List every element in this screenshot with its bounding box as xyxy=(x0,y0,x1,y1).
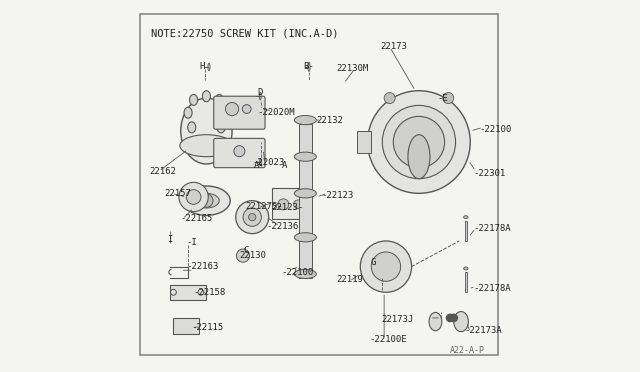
Text: 22130: 22130 xyxy=(239,251,266,260)
Bar xyxy=(356,131,371,153)
Bar xyxy=(465,221,467,241)
Ellipse shape xyxy=(202,91,211,102)
Ellipse shape xyxy=(294,189,316,198)
FancyBboxPatch shape xyxy=(214,96,265,129)
Text: 22173: 22173 xyxy=(380,42,407,51)
Text: B-: B- xyxy=(303,62,314,71)
Text: 22130M: 22130M xyxy=(337,64,369,73)
Text: -22123: -22123 xyxy=(322,191,354,200)
Ellipse shape xyxy=(294,233,316,242)
Ellipse shape xyxy=(221,107,228,118)
Bar xyxy=(273,188,309,219)
Circle shape xyxy=(234,146,245,157)
Text: 22127S-: 22127S- xyxy=(245,202,282,211)
Text: -I: -I xyxy=(186,238,197,247)
Bar xyxy=(173,318,199,334)
Text: -22136: -22136 xyxy=(267,222,299,231)
Circle shape xyxy=(443,93,454,103)
Text: -E: -E xyxy=(437,93,448,103)
Text: D: D xyxy=(258,88,263,97)
Ellipse shape xyxy=(180,98,232,164)
Ellipse shape xyxy=(454,311,468,332)
Ellipse shape xyxy=(294,115,316,125)
Ellipse shape xyxy=(217,122,225,133)
Text: 22132: 22132 xyxy=(316,116,343,125)
Ellipse shape xyxy=(259,159,261,166)
Circle shape xyxy=(236,201,269,234)
Text: -22178A: -22178A xyxy=(474,284,511,293)
Text: -22100E: -22100E xyxy=(369,336,407,344)
Circle shape xyxy=(248,214,256,221)
Ellipse shape xyxy=(463,216,468,219)
Text: 22173J: 22173J xyxy=(381,315,413,324)
Text: H: H xyxy=(199,62,204,71)
Text: NOTE:22750 SCREW KIT (INC.A-D): NOTE:22750 SCREW KIT (INC.A-D) xyxy=(152,28,339,38)
Ellipse shape xyxy=(294,269,316,279)
Text: 22162: 22162 xyxy=(150,167,177,176)
Circle shape xyxy=(225,102,239,116)
Ellipse shape xyxy=(189,94,198,105)
FancyBboxPatch shape xyxy=(140,14,498,355)
Circle shape xyxy=(371,252,401,281)
Ellipse shape xyxy=(184,107,192,118)
Circle shape xyxy=(236,249,250,262)
Text: -22165: -22165 xyxy=(180,215,213,224)
Text: -22100: -22100 xyxy=(282,267,314,277)
Circle shape xyxy=(382,105,456,179)
Ellipse shape xyxy=(208,63,210,71)
Ellipse shape xyxy=(188,122,196,133)
Text: -22178A: -22178A xyxy=(474,224,511,232)
Bar xyxy=(465,272,467,292)
Ellipse shape xyxy=(259,93,261,100)
Circle shape xyxy=(450,314,458,321)
Text: 22123-: 22123- xyxy=(271,203,303,212)
Text: -22020M: -22020M xyxy=(258,108,295,117)
Text: -22158: -22158 xyxy=(193,288,226,297)
Text: 22157: 22157 xyxy=(164,189,191,198)
Bar xyxy=(299,124,312,278)
Text: -22173A: -22173A xyxy=(465,326,502,335)
Circle shape xyxy=(367,91,470,193)
Bar xyxy=(170,285,207,299)
FancyBboxPatch shape xyxy=(214,138,265,168)
Text: A: A xyxy=(282,161,287,170)
Circle shape xyxy=(243,208,261,226)
Ellipse shape xyxy=(429,312,442,331)
Circle shape xyxy=(200,194,213,207)
Text: A-: A- xyxy=(254,161,265,170)
Ellipse shape xyxy=(294,152,316,161)
Text: -22023: -22023 xyxy=(252,158,284,167)
Text: -22163: -22163 xyxy=(186,262,218,271)
Ellipse shape xyxy=(215,94,223,105)
Ellipse shape xyxy=(308,62,310,71)
Text: -22100: -22100 xyxy=(479,125,511,134)
Ellipse shape xyxy=(182,186,230,215)
Circle shape xyxy=(294,200,303,209)
Text: I: I xyxy=(167,235,172,244)
Circle shape xyxy=(243,105,251,113)
Text: G: G xyxy=(371,259,376,267)
Circle shape xyxy=(447,314,454,321)
Ellipse shape xyxy=(408,135,430,179)
Text: C: C xyxy=(243,246,248,254)
Circle shape xyxy=(186,190,201,204)
Circle shape xyxy=(394,116,445,168)
Circle shape xyxy=(360,241,412,292)
Text: -22301: -22301 xyxy=(474,169,506,178)
Text: A22-A-P: A22-A-P xyxy=(450,346,485,355)
Ellipse shape xyxy=(463,267,468,270)
Circle shape xyxy=(179,182,208,212)
Ellipse shape xyxy=(180,135,233,157)
Text: -22115: -22115 xyxy=(192,323,224,331)
Text: 22119: 22119 xyxy=(337,275,364,284)
Circle shape xyxy=(384,93,395,103)
Circle shape xyxy=(278,199,289,210)
Ellipse shape xyxy=(193,193,220,208)
